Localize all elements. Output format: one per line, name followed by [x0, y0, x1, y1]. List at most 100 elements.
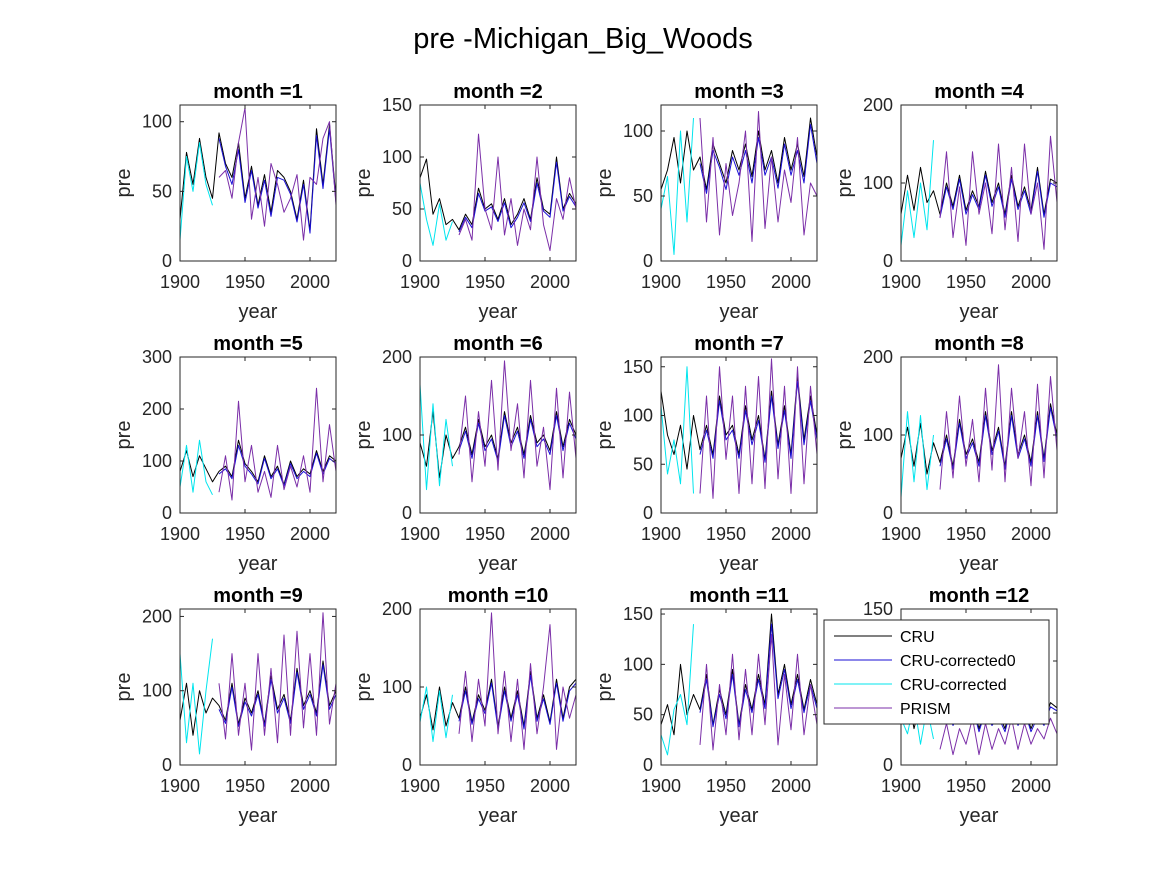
subplot-month-10: 1900 1950 2000 0 100 200 month =10 year pre [353, 585, 577, 827]
y-tick-label: 0 [162, 503, 172, 523]
x-tick-label: 1950 [225, 776, 265, 796]
subplot-title: month =9 [213, 585, 302, 607]
subplot-title: month =3 [694, 81, 783, 103]
series-line-cru-corrected0 [939, 407, 1057, 470]
y-tick-label: 0 [402, 503, 412, 523]
series-line-cru-corrected [180, 142, 213, 241]
x-tick-label: 2000 [771, 272, 811, 292]
series-line-cru [661, 117, 817, 190]
x-axis-label: year [960, 553, 999, 575]
y-tick-label: 150 [863, 599, 893, 619]
legend-box [823, 619, 1050, 725]
series-line-cru-corrected0 [939, 170, 1057, 218]
figure-title: pre -Michigan_Big_Woods [413, 23, 753, 55]
series-line-cru-corrected0 [699, 380, 817, 463]
y-axis-label: pre [353, 673, 375, 702]
legend-label-prism: PRISM [900, 701, 951, 718]
x-tick-label: 2000 [1011, 272, 1051, 292]
subplot-title: month =5 [213, 333, 302, 355]
x-axis-label: year [479, 805, 518, 827]
series-group [420, 133, 576, 252]
legend: CRU CRU-corrected0 CRU-corrected PRISM [823, 619, 1050, 725]
series-line-cru-corrected [180, 439, 213, 496]
x-axis-label: year [239, 805, 278, 827]
x-axis-label: year [239, 553, 278, 575]
y-axis-label: pre [353, 421, 375, 450]
x-tick-label: 2000 [771, 524, 811, 544]
y-tick-label: 200 [142, 606, 172, 626]
y-axis-label: pre [113, 673, 135, 702]
x-tick-label: 1950 [225, 272, 265, 292]
x-tick-label: 1950 [225, 524, 265, 544]
series-group [901, 135, 1057, 250]
plot-area [420, 609, 576, 765]
series-line-prism [218, 387, 336, 501]
y-tick-label: 0 [162, 755, 172, 775]
subplot-month-7: 1900 1950 2000 0 50 100 150 month =7 year pre [594, 333, 818, 575]
y-tick-label: 150 [623, 604, 653, 624]
y-axis-label: pre [594, 421, 616, 450]
x-tick-label: 1950 [465, 272, 505, 292]
subplot-title: month =4 [934, 81, 1024, 103]
y-tick-label: 100 [863, 425, 893, 445]
subplot-title: month =6 [453, 333, 542, 355]
x-tick-label: 1950 [706, 272, 746, 292]
x-axis-label: year [720, 805, 759, 827]
y-axis-label: pre [113, 169, 135, 198]
y-tick-label: 200 [863, 347, 893, 367]
y-tick-label: 0 [162, 251, 172, 271]
series-line-prism [458, 133, 576, 252]
subplot-month-2: 1900 1950 2000 0 50 100 150 month =2 year pre [353, 81, 577, 323]
x-tick-label: 1900 [400, 272, 440, 292]
subplot-month-9: 1900 1950 2000 0 100 200 month =9 year pre [113, 585, 337, 827]
y-axis-label: pre [834, 421, 856, 450]
plot-area [901, 357, 1057, 513]
x-tick-label: 1900 [160, 272, 200, 292]
series-line-cru-corrected [661, 366, 694, 494]
series-line-prism [699, 358, 817, 499]
y-axis-label: pre [353, 169, 375, 198]
series-line-cru-corrected [420, 686, 453, 743]
y-tick-label: 0 [402, 251, 412, 271]
axes-frame [419, 104, 577, 262]
subplot-month-11: 1900 1950 2000 0 50 100 150 month =11 year pre [594, 585, 818, 827]
y-tick-label: 200 [863, 95, 893, 115]
series-line-prism [458, 612, 576, 750]
subplot-month-5: 1900 1950 2000 0 100 200 300 month =5 year pre [113, 333, 337, 575]
y-tick-label: 200 [382, 599, 412, 619]
y-tick-label: 50 [152, 181, 172, 201]
series-group [180, 612, 336, 755]
series-line-cru-corrected0 [218, 444, 336, 487]
series-group [180, 107, 336, 241]
x-tick-label: 2000 [290, 776, 330, 796]
x-axis-label: year [960, 805, 999, 827]
x-axis-label: year [960, 301, 999, 323]
x-axis-label: year [479, 301, 518, 323]
y-tick-label: 100 [142, 451, 172, 471]
y-tick-label: 0 [402, 755, 412, 775]
x-tick-label: 1950 [946, 524, 986, 544]
series-line-cru-corrected0 [458, 161, 576, 233]
series-group [420, 612, 576, 750]
subplot-title: month =11 [689, 585, 788, 607]
series-line-prism [699, 111, 817, 242]
x-tick-label: 1950 [946, 776, 986, 796]
y-axis-label: pre [594, 169, 616, 198]
y-tick-label: 300 [142, 347, 172, 367]
subplot-month-3: 1900 1950 2000 0 50 100 month =3 year pre [594, 81, 818, 323]
x-tick-label: 1950 [946, 272, 986, 292]
y-tick-label: 150 [382, 95, 412, 115]
y-tick-label: 50 [633, 186, 653, 206]
series-group [901, 364, 1057, 498]
series-line-prism [218, 612, 336, 751]
y-tick-label: 100 [863, 173, 893, 193]
x-tick-label: 1900 [641, 272, 681, 292]
series-group [661, 111, 817, 255]
subplot-month-8: 1900 1950 2000 0 100 200 month =8 year pre [834, 333, 1058, 575]
x-tick-label: 1900 [881, 272, 921, 292]
series-line-cru [180, 439, 336, 485]
y-tick-label: 200 [382, 347, 412, 367]
y-tick-label: 100 [142, 681, 172, 701]
x-axis-label: year [720, 553, 759, 575]
